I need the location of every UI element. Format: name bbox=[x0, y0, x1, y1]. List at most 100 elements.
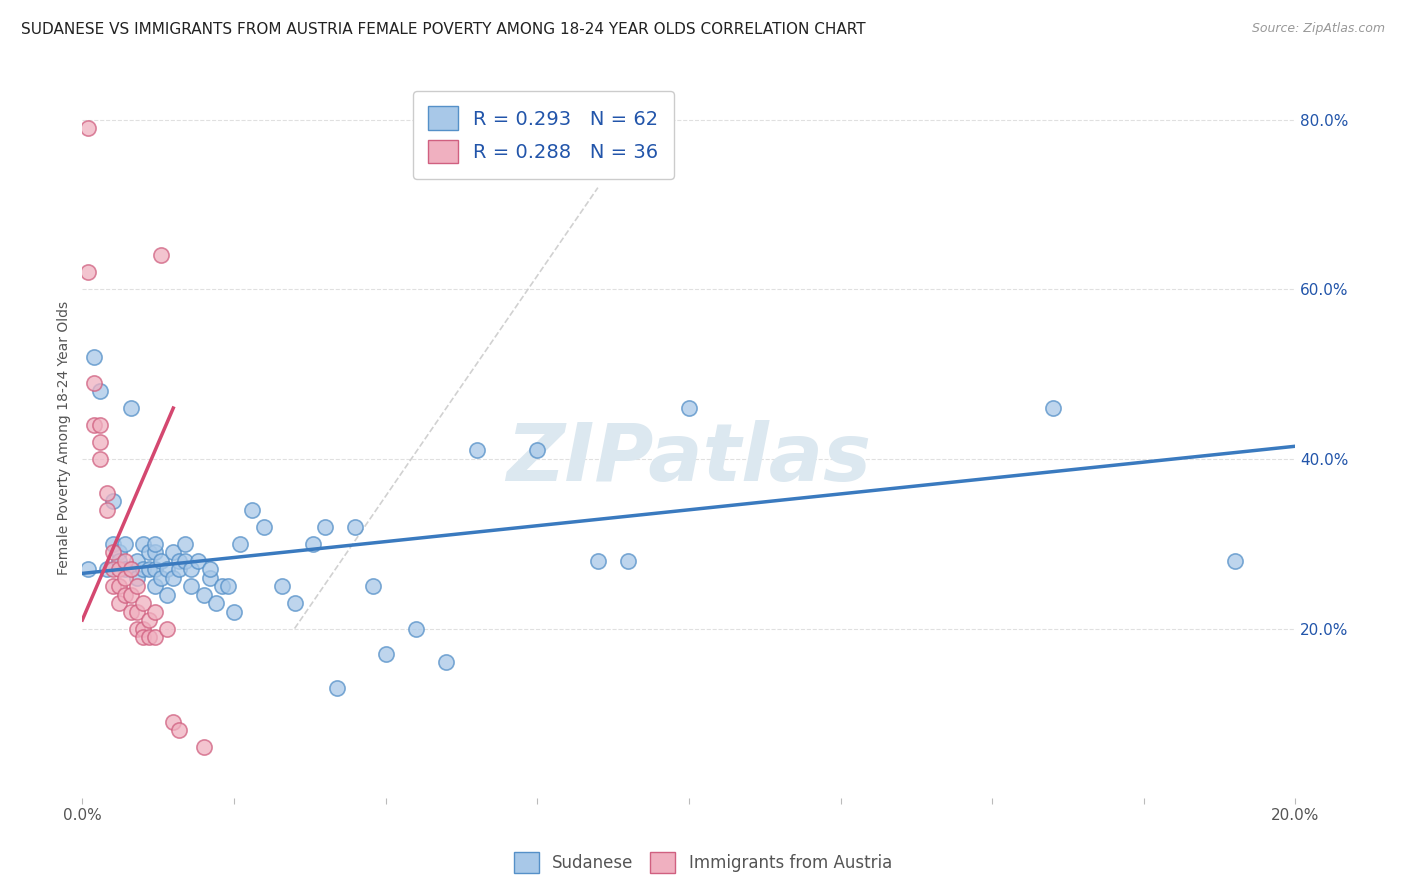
Point bbox=[271, 579, 294, 593]
Point bbox=[174, 537, 197, 551]
Point bbox=[96, 486, 118, 500]
Point bbox=[114, 562, 136, 576]
Point bbox=[96, 562, 118, 576]
Point bbox=[125, 571, 148, 585]
Point bbox=[301, 537, 323, 551]
Point bbox=[198, 562, 221, 576]
Point bbox=[107, 579, 129, 593]
Point bbox=[107, 554, 129, 568]
Point bbox=[229, 537, 252, 551]
Point bbox=[77, 265, 100, 279]
Point bbox=[125, 622, 148, 636]
Point bbox=[314, 520, 336, 534]
Point bbox=[326, 681, 349, 695]
Point bbox=[114, 571, 136, 585]
Point bbox=[405, 622, 427, 636]
Point bbox=[120, 401, 142, 415]
Point bbox=[162, 714, 184, 729]
Point bbox=[114, 554, 136, 568]
Point bbox=[1042, 401, 1064, 415]
Point bbox=[125, 605, 148, 619]
Point bbox=[138, 630, 160, 644]
Point bbox=[150, 248, 173, 262]
Point bbox=[138, 562, 160, 576]
Point bbox=[101, 537, 124, 551]
Point bbox=[586, 554, 609, 568]
Point bbox=[101, 562, 124, 576]
Point bbox=[120, 562, 142, 576]
Point bbox=[101, 494, 124, 508]
Point bbox=[96, 503, 118, 517]
Point bbox=[107, 562, 129, 576]
Y-axis label: Female Poverty Among 18-24 Year Olds: Female Poverty Among 18-24 Year Olds bbox=[58, 301, 72, 574]
Point bbox=[138, 613, 160, 627]
Point bbox=[83, 376, 105, 390]
Point bbox=[77, 562, 100, 576]
Point bbox=[162, 545, 184, 559]
Point bbox=[150, 571, 173, 585]
Point bbox=[89, 384, 111, 398]
Point bbox=[374, 647, 396, 661]
Point bbox=[363, 579, 385, 593]
Point bbox=[83, 350, 105, 364]
Point bbox=[83, 417, 105, 432]
Point bbox=[120, 562, 142, 576]
Point bbox=[107, 596, 129, 610]
Point bbox=[114, 537, 136, 551]
Point bbox=[156, 588, 179, 602]
Point bbox=[1223, 554, 1246, 568]
Point bbox=[101, 579, 124, 593]
Point bbox=[174, 554, 197, 568]
Point bbox=[169, 562, 191, 576]
Point bbox=[253, 520, 276, 534]
Text: SUDANESE VS IMMIGRANTS FROM AUSTRIA FEMALE POVERTY AMONG 18-24 YEAR OLDS CORRELA: SUDANESE VS IMMIGRANTS FROM AUSTRIA FEMA… bbox=[21, 22, 866, 37]
Point bbox=[204, 596, 226, 610]
Point bbox=[132, 537, 155, 551]
Point bbox=[143, 605, 166, 619]
Point bbox=[526, 443, 548, 458]
Point bbox=[156, 562, 179, 576]
Point bbox=[143, 579, 166, 593]
Point bbox=[465, 443, 488, 458]
Point bbox=[89, 452, 111, 467]
Point bbox=[143, 545, 166, 559]
Point bbox=[162, 571, 184, 585]
Point bbox=[217, 579, 239, 593]
Point bbox=[132, 562, 155, 576]
Point bbox=[180, 579, 202, 593]
Point bbox=[240, 503, 263, 517]
Point bbox=[150, 554, 173, 568]
Point bbox=[198, 571, 221, 585]
Text: ZIPatlas: ZIPatlas bbox=[506, 420, 872, 499]
Point bbox=[344, 520, 367, 534]
Point bbox=[138, 545, 160, 559]
Point bbox=[617, 554, 640, 568]
Point bbox=[89, 435, 111, 450]
Text: Source: ZipAtlas.com: Source: ZipAtlas.com bbox=[1251, 22, 1385, 36]
Point bbox=[77, 121, 100, 136]
Point bbox=[284, 596, 307, 610]
Point bbox=[125, 579, 148, 593]
Point bbox=[120, 605, 142, 619]
Point bbox=[434, 656, 457, 670]
Point bbox=[222, 605, 245, 619]
Legend: Sudanese, Immigrants from Austria: Sudanese, Immigrants from Austria bbox=[508, 846, 898, 880]
Point bbox=[107, 545, 129, 559]
Point bbox=[125, 554, 148, 568]
Point bbox=[193, 588, 215, 602]
Point bbox=[101, 545, 124, 559]
Point bbox=[678, 401, 700, 415]
Point bbox=[114, 588, 136, 602]
Point bbox=[132, 596, 155, 610]
Point bbox=[156, 622, 179, 636]
Point bbox=[132, 622, 155, 636]
Point bbox=[169, 554, 191, 568]
Point bbox=[193, 740, 215, 755]
Point bbox=[211, 579, 233, 593]
Point bbox=[89, 417, 111, 432]
Point bbox=[143, 537, 166, 551]
Legend: R = 0.293   N = 62, R = 0.288   N = 36: R = 0.293 N = 62, R = 0.288 N = 36 bbox=[413, 91, 673, 179]
Point bbox=[143, 562, 166, 576]
Point bbox=[132, 630, 155, 644]
Point bbox=[120, 588, 142, 602]
